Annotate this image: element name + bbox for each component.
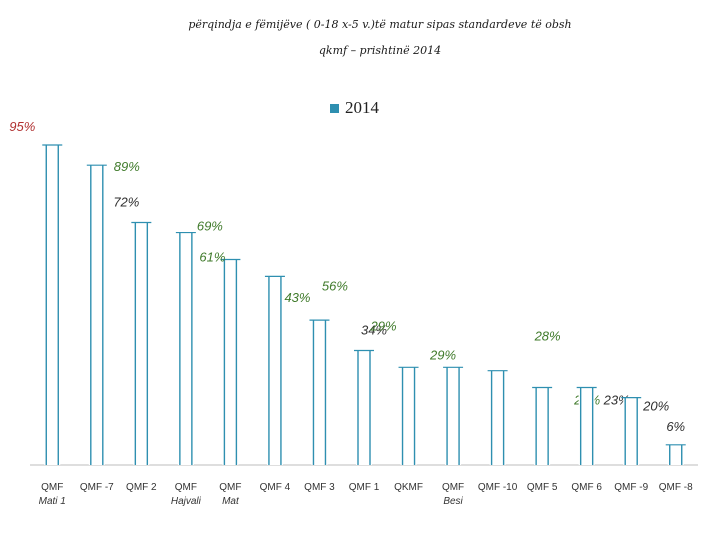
bar bbox=[220, 258, 241, 465]
category-label: QMF 6 bbox=[571, 482, 602, 493]
category-label: QMF Hajvali bbox=[171, 482, 202, 507]
bar bbox=[621, 397, 642, 465]
bar bbox=[532, 386, 553, 465]
value-label: 23% bbox=[603, 393, 630, 408]
bar bbox=[665, 444, 686, 465]
bar-fill bbox=[356, 350, 372, 465]
bar-fill bbox=[400, 367, 417, 465]
category-label: QMF -8 bbox=[659, 482, 693, 493]
value-label: 89% bbox=[114, 159, 140, 174]
bar-fill bbox=[311, 320, 328, 465]
bar bbox=[264, 275, 285, 465]
bar bbox=[487, 370, 508, 465]
bar bbox=[42, 144, 63, 465]
bar-fill bbox=[88, 165, 105, 466]
value-label: 29% bbox=[429, 347, 456, 362]
legend-swatch bbox=[330, 103, 339, 113]
bar-fill bbox=[266, 276, 283, 465]
legend-label: 2014 bbox=[345, 98, 379, 117]
value-label: 95% bbox=[9, 119, 35, 134]
category-label: QMF Besi bbox=[442, 482, 464, 507]
bar-fill bbox=[445, 367, 462, 465]
bar-fill bbox=[177, 232, 194, 465]
legend: 2014 bbox=[330, 98, 379, 118]
bar-fill bbox=[534, 387, 551, 465]
bar-fill bbox=[667, 444, 684, 465]
category-label: QMF 4 bbox=[260, 482, 291, 493]
chart-title-line-1: përqindja e fëmijëve ( 0-18 x-5 v.)të ma… bbox=[188, 18, 572, 31]
bar bbox=[175, 231, 196, 465]
value-label: 20% bbox=[642, 399, 669, 414]
bar bbox=[443, 366, 464, 465]
value-label: 61% bbox=[199, 250, 225, 265]
category-label: QMF 3 bbox=[304, 482, 335, 493]
category-label: QKMF bbox=[394, 482, 423, 493]
value-label: 56% bbox=[322, 278, 348, 293]
category-label: QMF -10 bbox=[478, 482, 518, 493]
bar bbox=[398, 366, 419, 465]
category-label: QMF Mat bbox=[219, 482, 241, 507]
category-label: QMF Mati 1 bbox=[39, 482, 66, 507]
chart-title-line-2: qkmf – prishtinë 2014 bbox=[318, 44, 442, 57]
bar bbox=[309, 319, 330, 465]
bar bbox=[576, 386, 597, 465]
value-label: 69% bbox=[197, 219, 223, 234]
bar bbox=[131, 221, 152, 465]
category-label: QMF -9 bbox=[614, 482, 648, 493]
value-label: 6% bbox=[666, 419, 685, 434]
bar-fill bbox=[222, 259, 239, 465]
value-label: 72% bbox=[113, 194, 139, 209]
value-label: 29% bbox=[370, 318, 397, 333]
value-label: 34% bbox=[361, 322, 387, 337]
bar bbox=[354, 349, 374, 465]
category-label: QMF 5 bbox=[527, 482, 558, 493]
value-label: 43% bbox=[284, 290, 310, 305]
bar bbox=[86, 164, 107, 466]
value-label: 28% bbox=[534, 329, 561, 344]
category-label: QMF 1 bbox=[349, 482, 380, 493]
bar-fill bbox=[44, 145, 61, 465]
bar-fill bbox=[578, 387, 595, 465]
bar-fill bbox=[623, 397, 640, 465]
category-label: QMF -7 bbox=[80, 482, 114, 493]
category-label: QMF 2 bbox=[126, 482, 157, 493]
bar-fill bbox=[133, 222, 150, 465]
bar-fill bbox=[489, 370, 506, 465]
